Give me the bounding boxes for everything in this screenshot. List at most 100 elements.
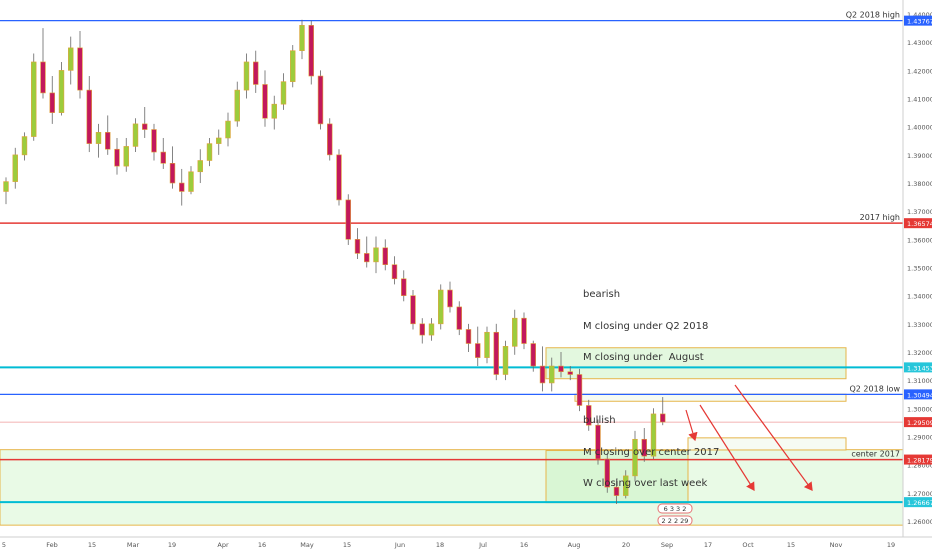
x-axis-bg (0, 537, 932, 550)
q2-high-price-tag-bg (904, 15, 932, 26)
candle-body (58, 70, 65, 113)
note-line: bearish (583, 289, 621, 300)
candle-body (521, 317, 527, 344)
countdown-badge-box (657, 503, 693, 514)
q2-low-price-tag-bg (904, 389, 932, 400)
candle-body (660, 413, 666, 423)
candle-body (197, 160, 203, 173)
q2-high-price-tag: 1.43767 (907, 18, 932, 26)
y-axis: 1.26000 1.27000 1.28000 1.29000 1.30000 1.310… (902, 0, 932, 550)
note-line: W closing over last week (583, 478, 708, 489)
candle-body (179, 182, 185, 192)
y-tick-label: 1.26000 (907, 518, 932, 526)
y-tick-label: 1.41000 (907, 96, 932, 104)
candle-body (49, 92, 55, 113)
candle-body (105, 132, 111, 150)
candle-body (512, 317, 518, 347)
candle-body (438, 289, 444, 325)
candle-body (31, 61, 37, 137)
note-line: M closing over center 2017 (583, 446, 720, 458)
x-axis: 5 Feb 15 Mar 19 Apr 16 May 15 Jun 18 Jul 16 Aug 20 Sep 1… (0, 536, 932, 550)
candle-body (465, 329, 472, 344)
y-tick-label: 1.27000 (907, 490, 932, 498)
y-tick-label: 1.44000 (907, 11, 932, 19)
candle-body (475, 343, 481, 358)
y-tick-label: 1.33000 (907, 321, 932, 329)
candle-body (151, 129, 157, 153)
candle-body (40, 61, 46, 94)
y-tick-label: 1.37000 (907, 208, 932, 216)
y-tick-label: 1.38000 (907, 180, 932, 188)
x-tick-label: Feb (46, 541, 58, 549)
x-tick-label: 15 (787, 541, 795, 549)
candle-body (391, 264, 398, 280)
candle-body (123, 146, 129, 167)
note-line (583, 385, 719, 396)
x-tick-label: 17 (704, 541, 712, 549)
x-tick-label: Apr (217, 541, 229, 549)
y-tick-label: 1.42000 (907, 67, 932, 75)
resistance-zone (545, 347, 847, 380)
center-2017-price-tag: 1.28179 (907, 457, 932, 465)
y-tick-label: 1.31000 (907, 377, 932, 385)
candle-body (243, 61, 250, 91)
candle-body (317, 75, 324, 125)
note-line: M closing under Q2 2018 (583, 320, 709, 332)
candles-layer (3, 19, 666, 505)
candle-body (493, 331, 499, 375)
candle-body (558, 365, 564, 372)
candle-body (419, 323, 425, 336)
y-tick-label: 1.40000 (907, 124, 932, 132)
current-price-tag-bg (904, 417, 932, 428)
candle-body (253, 61, 259, 85)
candle-body (327, 123, 333, 156)
candle-body (428, 323, 435, 336)
x-tick-label: 19 (887, 541, 895, 549)
y-tick-label: 1.30000 (907, 405, 932, 413)
candle-body (12, 154, 18, 182)
candle-body (77, 47, 83, 91)
x-tick-label: Nov (830, 541, 843, 549)
candle-body (68, 47, 74, 71)
candle-body (410, 295, 416, 325)
x-tick-label: 16 (258, 541, 266, 549)
candle-body (299, 25, 305, 51)
candle-body (613, 486, 620, 496)
candle-body (650, 413, 657, 457)
cyan-upper-price-tag-bg (904, 362, 932, 373)
levels-layer: Q2 2018 high 2017 high Q2 2018 low center 2… (0, 11, 903, 504)
x-tick-label: Aug (568, 541, 581, 549)
q2-2018-low-label: Q2 2018 low (850, 384, 901, 393)
candle-body (447, 289, 453, 308)
x-tick-label: Sep (661, 541, 673, 549)
y-tick-label: 1.36000 (907, 236, 932, 244)
support-zone (0, 449, 904, 526)
candle-body (169, 163, 176, 184)
candle-body (95, 132, 102, 144)
candle-body (336, 154, 342, 201)
x-tick-label: 20 (622, 541, 630, 549)
candle-body (539, 365, 546, 384)
candle-body (586, 405, 592, 426)
candle-body (484, 331, 490, 358)
candle-body (271, 103, 277, 119)
countdown-badge-box (657, 515, 693, 526)
candle-body (234, 89, 240, 122)
candle-body (262, 84, 268, 119)
cyan-lower-price-tag: 1.26667 (907, 499, 932, 507)
candle-body (345, 199, 351, 240)
candle-body (502, 346, 509, 375)
center-2017-price-tag-bg (904, 454, 932, 465)
note-line: bullish (583, 415, 616, 426)
countdown-badge: 2 2 2 29 (662, 517, 689, 525)
candle-body (132, 123, 139, 147)
projection-arrow (699, 404, 755, 492)
candle-body (401, 278, 407, 296)
cyan-lower-price-tag-bg (904, 497, 932, 508)
candle-body (280, 81, 287, 105)
y-tick-label: 1.28000 (907, 462, 932, 470)
x-tick-label: 5 (2, 541, 6, 549)
q2-low-price-tag: 1.30494 (907, 391, 932, 399)
candle-body (142, 123, 148, 130)
